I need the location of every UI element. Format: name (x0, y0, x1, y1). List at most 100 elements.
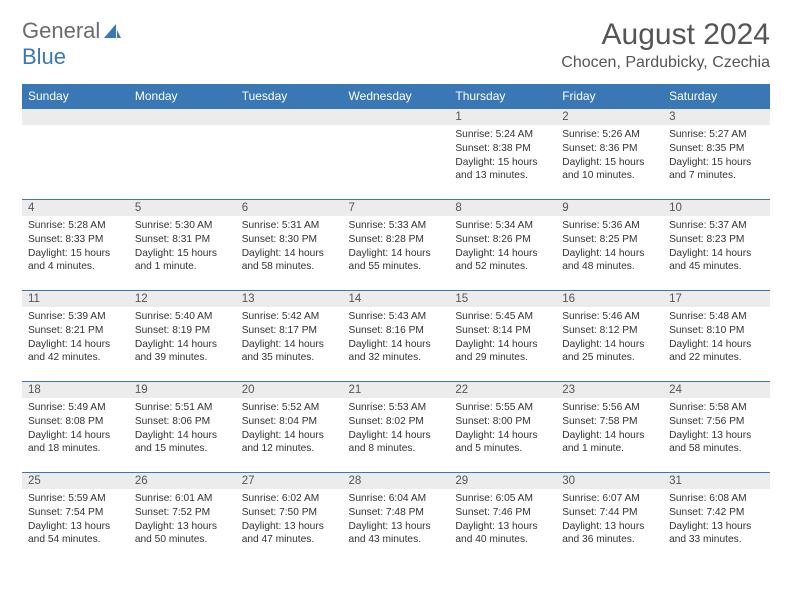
daylight-text: Daylight: 14 hours and 18 minutes. (28, 429, 123, 457)
location: Chocen, Pardubicky, Czechia (561, 54, 770, 72)
daylight-text: Daylight: 14 hours and 22 minutes. (669, 338, 764, 366)
day-number: 14 (343, 291, 450, 307)
calendar-day-cell: 26Sunrise: 6:01 AMSunset: 7:52 PMDayligh… (129, 473, 236, 564)
calendar-week-row: 18Sunrise: 5:49 AMSunset: 8:08 PMDayligh… (22, 382, 770, 473)
day-number: 9 (556, 200, 663, 216)
day-details: Sunrise: 5:36 AMSunset: 8:25 PMDaylight:… (556, 216, 663, 278)
daylight-text: Daylight: 13 hours and 50 minutes. (135, 520, 230, 548)
calendar-day-cell: 10Sunrise: 5:37 AMSunset: 8:23 PMDayligh… (663, 200, 770, 291)
daylight-text: Daylight: 13 hours and 36 minutes. (562, 520, 657, 548)
day-details: Sunrise: 6:07 AMSunset: 7:44 PMDaylight:… (556, 489, 663, 551)
calendar-day-cell: 5Sunrise: 5:30 AMSunset: 8:31 PMDaylight… (129, 200, 236, 291)
sunrise-text: Sunrise: 5:53 AM (349, 401, 444, 415)
sunrise-text: Sunrise: 5:28 AM (28, 219, 123, 233)
sunrise-text: Sunrise: 5:43 AM (349, 310, 444, 324)
sunset-text: Sunset: 7:44 PM (562, 506, 657, 520)
sunset-text: Sunset: 8:08 PM (28, 415, 123, 429)
calendar-day-cell: 6Sunrise: 5:31 AMSunset: 8:30 PMDaylight… (236, 200, 343, 291)
day-number: 27 (236, 473, 343, 489)
sunrise-text: Sunrise: 5:40 AM (135, 310, 230, 324)
weekday-fri: Friday (556, 84, 663, 109)
day-number: 13 (236, 291, 343, 307)
sunrise-text: Sunrise: 6:04 AM (349, 492, 444, 506)
sunrise-text: Sunrise: 5:39 AM (28, 310, 123, 324)
calendar-day-cell: 8Sunrise: 5:34 AMSunset: 8:26 PMDaylight… (449, 200, 556, 291)
daylight-text: Daylight: 14 hours and 39 minutes. (135, 338, 230, 366)
day-number: 20 (236, 382, 343, 398)
day-number: 29 (449, 473, 556, 489)
calendar-day-cell: 31Sunrise: 6:08 AMSunset: 7:42 PMDayligh… (663, 473, 770, 564)
daylight-text: Daylight: 13 hours and 54 minutes. (28, 520, 123, 548)
calendar-day-cell: 7Sunrise: 5:33 AMSunset: 8:28 PMDaylight… (343, 200, 450, 291)
daylight-text: Daylight: 15 hours and 4 minutes. (28, 247, 123, 275)
daylight-text: Daylight: 15 hours and 10 minutes. (562, 156, 657, 184)
day-number: 10 (663, 200, 770, 216)
sunrise-text: Sunrise: 5:33 AM (349, 219, 444, 233)
sunrise-text: Sunrise: 5:58 AM (669, 401, 764, 415)
sunrise-text: Sunrise: 5:34 AM (455, 219, 550, 233)
day-number: . (343, 109, 450, 125)
day-number: 8 (449, 200, 556, 216)
day-number: 18 (22, 382, 129, 398)
calendar-day-cell: 22Sunrise: 5:55 AMSunset: 8:00 PMDayligh… (449, 382, 556, 473)
day-number: 19 (129, 382, 236, 398)
sunrise-text: Sunrise: 5:49 AM (28, 401, 123, 415)
sunrise-text: Sunrise: 5:24 AM (455, 128, 550, 142)
sunrise-text: Sunrise: 5:27 AM (669, 128, 764, 142)
daylight-text: Daylight: 14 hours and 42 minutes. (28, 338, 123, 366)
daylight-text: Daylight: 15 hours and 1 minute. (135, 247, 230, 275)
calendar-day-cell: . (129, 109, 236, 200)
day-details: Sunrise: 5:39 AMSunset: 8:21 PMDaylight:… (22, 307, 129, 369)
calendar-day-cell: . (22, 109, 129, 200)
daylight-text: Daylight: 14 hours and 8 minutes. (349, 429, 444, 457)
sunrise-text: Sunrise: 6:01 AM (135, 492, 230, 506)
day-details: Sunrise: 5:53 AMSunset: 8:02 PMDaylight:… (343, 398, 450, 460)
sunset-text: Sunset: 7:42 PM (669, 506, 764, 520)
day-number: 21 (343, 382, 450, 398)
day-number: 28 (343, 473, 450, 489)
day-number: 12 (129, 291, 236, 307)
day-details: Sunrise: 5:59 AMSunset: 7:54 PMDaylight:… (22, 489, 129, 551)
day-number: 11 (22, 291, 129, 307)
day-details: Sunrise: 5:46 AMSunset: 8:12 PMDaylight:… (556, 307, 663, 369)
day-details: Sunrise: 6:01 AMSunset: 7:52 PMDaylight:… (129, 489, 236, 551)
day-details: Sunrise: 5:51 AMSunset: 8:06 PMDaylight:… (129, 398, 236, 460)
calendar-day-cell: 21Sunrise: 5:53 AMSunset: 8:02 PMDayligh… (343, 382, 450, 473)
sunset-text: Sunset: 8:30 PM (242, 233, 337, 247)
calendar-day-cell: 15Sunrise: 5:45 AMSunset: 8:14 PMDayligh… (449, 291, 556, 382)
day-number: 31 (663, 473, 770, 489)
weekday-sat: Saturday (663, 84, 770, 109)
daylight-text: Daylight: 13 hours and 47 minutes. (242, 520, 337, 548)
calendar-day-cell: 4Sunrise: 5:28 AMSunset: 8:33 PMDaylight… (22, 200, 129, 291)
header: General August 2024 Chocen, Pardubicky, … (22, 18, 770, 72)
calendar-day-cell: 14Sunrise: 5:43 AMSunset: 8:16 PMDayligh… (343, 291, 450, 382)
sunrise-text: Sunrise: 5:31 AM (242, 219, 337, 233)
sunset-text: Sunset: 7:50 PM (242, 506, 337, 520)
calendar-body: ....1Sunrise: 5:24 AMSunset: 8:38 PMDayl… (22, 109, 770, 564)
day-number: 23 (556, 382, 663, 398)
day-number: 26 (129, 473, 236, 489)
day-number: . (129, 109, 236, 125)
title-block: August 2024 Chocen, Pardubicky, Czechia (561, 18, 770, 72)
weekday-tue: Tuesday (236, 84, 343, 109)
sunset-text: Sunset: 8:35 PM (669, 142, 764, 156)
daylight-text: Daylight: 14 hours and 5 minutes. (455, 429, 550, 457)
sunrise-text: Sunrise: 5:55 AM (455, 401, 550, 415)
day-number: 1 (449, 109, 556, 125)
calendar-day-cell: 24Sunrise: 5:58 AMSunset: 7:56 PMDayligh… (663, 382, 770, 473)
calendar-day-cell: . (236, 109, 343, 200)
day-details: Sunrise: 5:26 AMSunset: 8:36 PMDaylight:… (556, 125, 663, 187)
sunset-text: Sunset: 7:58 PM (562, 415, 657, 429)
day-details: Sunrise: 5:28 AMSunset: 8:33 PMDaylight:… (22, 216, 129, 278)
daylight-text: Daylight: 14 hours and 1 minute. (562, 429, 657, 457)
calendar-day-cell: 1Sunrise: 5:24 AMSunset: 8:38 PMDaylight… (449, 109, 556, 200)
calendar-day-cell: 19Sunrise: 5:51 AMSunset: 8:06 PMDayligh… (129, 382, 236, 473)
sunset-text: Sunset: 8:14 PM (455, 324, 550, 338)
sunset-text: Sunset: 7:56 PM (669, 415, 764, 429)
sunset-text: Sunset: 8:21 PM (28, 324, 123, 338)
sunrise-text: Sunrise: 5:52 AM (242, 401, 337, 415)
daylight-text: Daylight: 14 hours and 55 minutes. (349, 247, 444, 275)
month-title: August 2024 (561, 18, 770, 52)
day-details: Sunrise: 5:56 AMSunset: 7:58 PMDaylight:… (556, 398, 663, 460)
logo-word1: General (22, 18, 100, 44)
